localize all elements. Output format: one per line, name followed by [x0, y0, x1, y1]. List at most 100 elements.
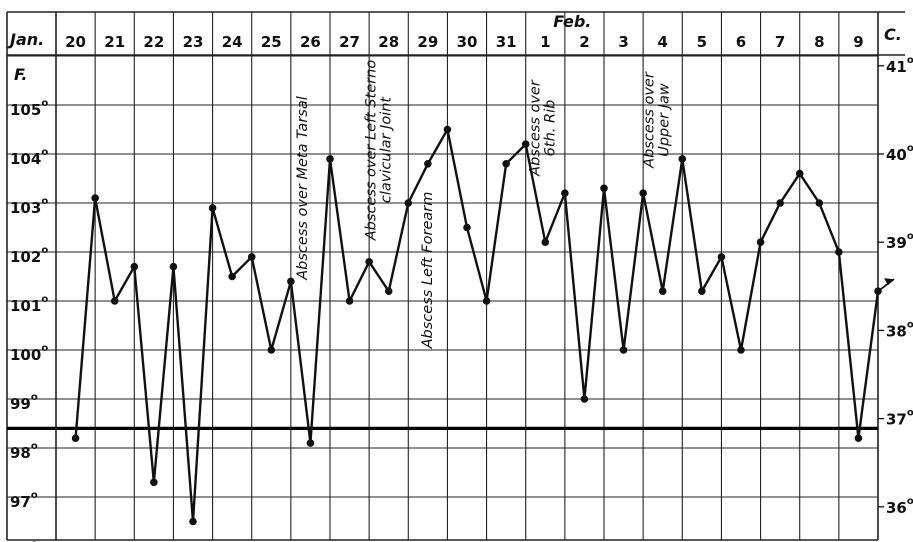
data-point — [365, 258, 373, 266]
y-left-tick-degree: o — [41, 147, 48, 158]
x-tick-label: 23 — [183, 33, 204, 51]
x-tick-label: 8 — [814, 33, 824, 51]
data-point — [130, 262, 139, 271]
data-point — [600, 184, 608, 193]
data-point — [678, 155, 687, 163]
y-right-tick-label: 40o — [886, 143, 913, 164]
annotation: Abscess over Left Sterno clavicular Joint — [364, 60, 395, 242]
x-tick-label: 7 — [775, 33, 785, 51]
x-tick-label: 26 — [300, 33, 321, 51]
y-right-tick-label: 41o — [886, 55, 913, 76]
y-right-tick-degree: o — [907, 319, 913, 330]
y-right-tick-label: 39o — [886, 231, 913, 252]
annotation-text: clavicular Joint — [379, 96, 395, 204]
data-point — [247, 253, 256, 261]
y-right-tick-degree: o — [907, 231, 913, 242]
annotation: Abscess over Meta Tarsal — [295, 96, 311, 281]
data-point — [71, 434, 80, 443]
data-point — [110, 297, 119, 305]
data-point — [815, 199, 824, 207]
annotation-text: Abscess Left Forearm — [420, 192, 436, 350]
y-left-tick-degree: o — [41, 196, 48, 207]
data-point — [443, 125, 452, 134]
y-left-tick-degree: o — [41, 98, 48, 109]
annotation-text: Upper Jaw — [657, 83, 673, 157]
data-point — [150, 478, 158, 487]
data-point — [521, 140, 530, 148]
x-tick-label: 20 — [65, 33, 86, 51]
x-tick-label: 30 — [457, 33, 478, 51]
x-tick-label: 6 — [736, 33, 746, 51]
annotation: Abscess over Upper Jaw — [642, 71, 673, 169]
data-point — [169, 262, 178, 271]
x-tick-label: 31 — [496, 33, 517, 51]
y-left-tick-degree: o — [31, 441, 38, 452]
annotation-text: Abscess over Meta Tarsal — [295, 96, 311, 281]
data-point — [91, 194, 99, 202]
data-point — [384, 287, 393, 296]
data-point — [228, 272, 236, 281]
series-line — [74, 126, 880, 522]
data-point — [737, 346, 745, 354]
data-point — [580, 395, 589, 403]
chart-grid — [6, 11, 905, 541]
annotation-text: 6th. Rib — [543, 100, 559, 157]
data-point — [776, 199, 784, 207]
annotation: Abscess over 6th. Rib — [528, 79, 559, 177]
y-left-tick-degree: o — [41, 343, 48, 354]
data-point — [698, 287, 706, 296]
x-tick-label: 29 — [417, 33, 438, 51]
x-tick-label: 25 — [261, 33, 282, 51]
data-point — [795, 169, 804, 178]
data-point — [189, 517, 197, 526]
x-tick-label: 27 — [339, 33, 360, 51]
annotation: Abscess Left Forearm — [420, 192, 436, 350]
y-right-tick-degree: o — [907, 143, 913, 154]
x-tick-label: 22 — [143, 33, 164, 51]
x-tick-label: 24 — [222, 33, 243, 51]
y-left-axis-label: F. — [14, 65, 27, 84]
chart-labels: Jan. Feb. F. C. — [7, 12, 902, 84]
data-point — [756, 238, 765, 246]
x-tick-label: 21 — [104, 33, 125, 51]
y-right-tick-degree: o — [907, 496, 913, 507]
x-tick-label: 3 — [618, 33, 628, 51]
x-tick-label: 1 — [540, 33, 550, 51]
x-tick-label: 9 — [853, 33, 863, 51]
y-left-tick-label: 100o — [10, 343, 48, 364]
data-point — [658, 287, 667, 296]
continuation-arrow-head — [884, 278, 894, 286]
x-tick-label: 4 — [657, 33, 667, 51]
data-point — [854, 434, 863, 443]
x-tick-label: 28 — [378, 33, 399, 51]
y-right-axis-label: C. — [884, 25, 902, 44]
data-point — [835, 248, 843, 256]
data-point — [326, 155, 334, 163]
y-left-tick-degree: o — [31, 539, 38, 542]
data-point — [482, 297, 491, 305]
data-point — [306, 439, 315, 447]
y-left-tick-label: 102o — [10, 245, 48, 266]
y-left-tick-degree: o — [41, 245, 48, 256]
x-header-label: Jan. — [7, 30, 44, 49]
y-left-tick-label: 103o — [10, 196, 48, 217]
y-right-tick-degree: o — [907, 408, 913, 419]
y-left-tick-label: 105o — [10, 98, 48, 119]
data-point — [345, 297, 354, 305]
y-right-tick-label: 36o — [886, 496, 913, 517]
data-point — [267, 346, 276, 354]
y-left-tick-label: 104o — [10, 147, 48, 168]
annotation-text: Abscess over — [528, 79, 544, 177]
x-tick-label: 2 — [579, 33, 589, 51]
data-point — [502, 160, 510, 168]
data-point — [561, 189, 569, 197]
chart-annotations: Abscess over Meta Tarsal Abscess over Lef… — [295, 60, 673, 350]
data-point — [639, 189, 647, 197]
x-tick-label: 5 — [697, 33, 707, 51]
data-point — [208, 204, 217, 212]
y-left-tick-degree: o — [41, 294, 48, 305]
month-marker-label: Feb. — [553, 12, 591, 31]
y-right-tick-degree: o — [907, 55, 913, 66]
annotation-text: Abscess over — [642, 71, 658, 169]
